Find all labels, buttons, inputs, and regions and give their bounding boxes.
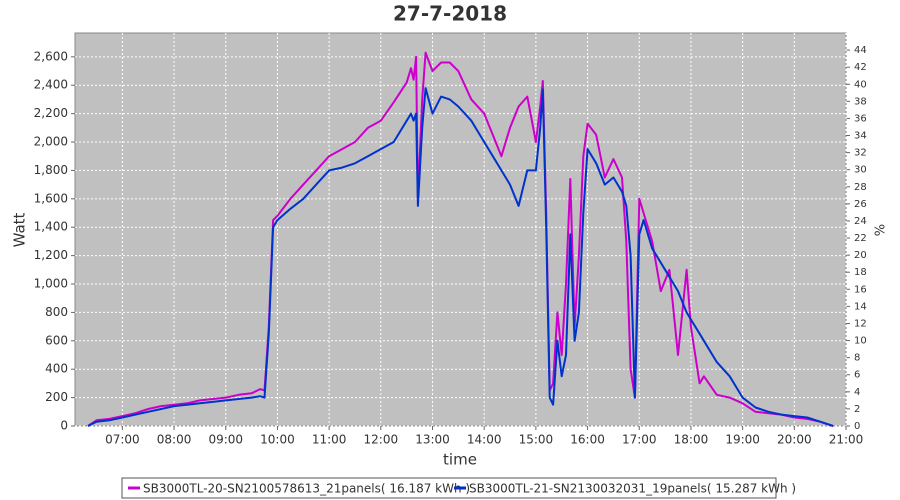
x-tick-label: 19:00 bbox=[725, 433, 760, 447]
y-tick-label: 2,400 bbox=[34, 78, 68, 92]
y2-tick-label: 32 bbox=[854, 148, 867, 159]
y-tick-label: 1,200 bbox=[34, 248, 68, 262]
y2-tick-label: 30 bbox=[854, 165, 867, 176]
legend-label: SB3000TL-21-SN2130032031_19panels( 15.28… bbox=[469, 482, 796, 496]
y2-tick-label: 0 bbox=[854, 421, 860, 432]
x-tick-label: 14:00 bbox=[467, 433, 502, 447]
y-tick-label: 1,600 bbox=[34, 191, 68, 205]
y2-tick-label: 38 bbox=[854, 96, 867, 107]
y-tick-label: 800 bbox=[45, 305, 68, 319]
y2-tick-label: 42 bbox=[854, 62, 867, 73]
y-tick-label: 400 bbox=[45, 362, 68, 376]
x-tick-label: 07:00 bbox=[105, 433, 140, 447]
y2-tick-label: 44 bbox=[854, 45, 867, 56]
y2-tick-label: 2 bbox=[854, 404, 860, 415]
y2-tick-label: 4 bbox=[854, 387, 860, 398]
y2-axis-label: % bbox=[874, 224, 889, 236]
x-tick-label: 12:00 bbox=[364, 433, 399, 447]
y-tick-label: 600 bbox=[45, 333, 68, 347]
y2-tick-label: 18 bbox=[854, 267, 867, 278]
legend-label: SB3000TL-20-SN2100578613_21panels( 16.18… bbox=[143, 482, 470, 496]
x-tick-label: 20:00 bbox=[777, 433, 812, 447]
y-tick-label: 2,600 bbox=[34, 49, 68, 63]
y2-tick-label: 14 bbox=[854, 301, 867, 312]
y2-tick-label: 20 bbox=[854, 250, 867, 261]
y2-tick-label: 28 bbox=[854, 182, 867, 193]
y-tick-label: 2,200 bbox=[34, 106, 68, 120]
x-tick-label: 17:00 bbox=[622, 433, 657, 447]
y-axis-label: Watt bbox=[11, 212, 29, 247]
chart-title: 27-7-2018 bbox=[393, 2, 507, 26]
x-tick-label: 21:00 bbox=[829, 433, 864, 447]
y2-tick-label: 36 bbox=[854, 113, 867, 124]
y-tick-label: 2,000 bbox=[34, 135, 68, 149]
x-tick-label: 16:00 bbox=[570, 433, 605, 447]
legend bbox=[121, 477, 777, 499]
x-tick-label: 13:00 bbox=[415, 433, 450, 447]
x-tick-label: 15:00 bbox=[519, 433, 554, 447]
y2-tick-label: 24 bbox=[854, 216, 867, 227]
y2-tick-label: 10 bbox=[854, 336, 867, 347]
y2-tick-label: 8 bbox=[854, 353, 860, 364]
x-tick-label: 08:00 bbox=[157, 433, 192, 447]
plot-area bbox=[74, 32, 847, 427]
y2-tick-label: 26 bbox=[854, 199, 867, 210]
y2-tick-label: 22 bbox=[854, 233, 867, 244]
y-tick-label: 1,000 bbox=[34, 277, 68, 291]
y2-tick-label: 16 bbox=[854, 284, 867, 295]
y2-tick-label: 40 bbox=[854, 79, 867, 90]
x-axis-label: time bbox=[443, 451, 477, 469]
x-tick-label: 18:00 bbox=[674, 433, 709, 447]
y-tick-label: 0 bbox=[60, 419, 68, 433]
y-tick-label: 1,400 bbox=[34, 220, 68, 234]
x-tick-label: 10:00 bbox=[260, 433, 295, 447]
x-tick-label: 11:00 bbox=[312, 433, 347, 447]
series-line bbox=[87, 51, 834, 427]
y-tick-label: 1,800 bbox=[34, 163, 68, 177]
series-line bbox=[87, 87, 834, 427]
y2-tick-label: 34 bbox=[854, 131, 867, 142]
x-tick-label: 09:00 bbox=[208, 433, 243, 447]
y-tick-label: 200 bbox=[45, 390, 68, 404]
y2-tick-label: 6 bbox=[854, 370, 860, 381]
y2-tick-label: 12 bbox=[854, 318, 867, 329]
